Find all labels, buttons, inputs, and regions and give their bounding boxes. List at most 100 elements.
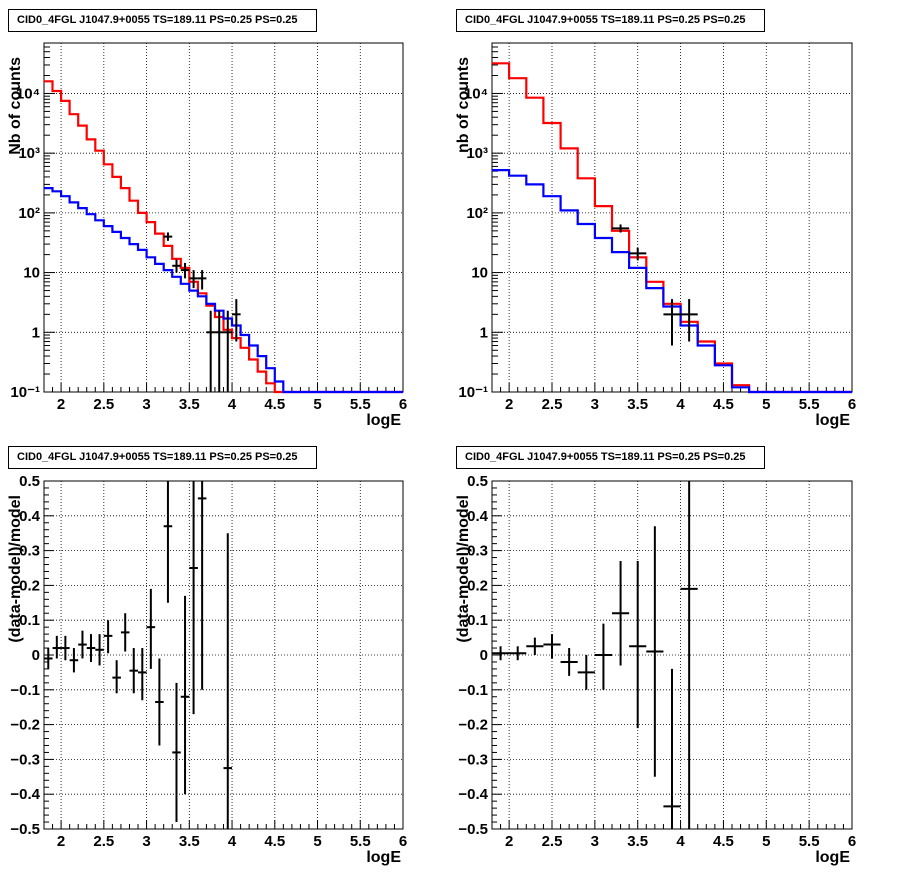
y-tick-label: −0.3 (10, 751, 40, 768)
data-point (120, 613, 130, 652)
axis-ticks (491, 480, 853, 830)
y-tick-label: 10³ (18, 145, 40, 162)
x-tick-label: 6 (848, 396, 856, 413)
x-tick-label: 5.5 (350, 833, 371, 850)
data-point (509, 646, 527, 661)
data-point (138, 648, 147, 701)
plot-frame (43, 42, 404, 393)
data-point (663, 299, 681, 346)
grid-lines (492, 43, 852, 392)
x-tick-label: 5 (762, 396, 770, 413)
x-tick-label: 3.5 (627, 833, 648, 850)
y-axis-label: (data-model)/model (7, 495, 24, 643)
y-tick-label: 0 (32, 647, 40, 664)
y-tick-label: 0.2 (467, 577, 488, 594)
data-point (52, 635, 62, 659)
data-point (223, 533, 233, 829)
data-point (172, 259, 181, 273)
x-tick-label: 5 (313, 396, 321, 413)
data-point (560, 648, 578, 676)
data-point (86, 634, 96, 662)
data-point (492, 646, 510, 661)
x-tick-label: 5.5 (799, 833, 820, 850)
data-point (223, 310, 233, 392)
y-tick-label: 0.3 (19, 543, 40, 560)
y-tick-label: 0.5 (467, 473, 488, 490)
data-point (44, 648, 53, 669)
y-tick-label: 10 (471, 265, 488, 282)
x-tick-label: 2.5 (542, 833, 563, 850)
x-tick-label: 4.5 (264, 833, 285, 850)
y-tick-label: 0.1 (467, 612, 488, 629)
y-tick-label: 0.3 (467, 543, 488, 560)
x-axis-label: logE (815, 412, 850, 429)
x-axis-label: logE (366, 849, 401, 866)
x-tick-label: 5 (313, 833, 321, 850)
data-point (612, 224, 630, 233)
data-point (146, 588, 156, 669)
chart-panel-4: 2 2.5 3 3.5 4 4.5 5 5.5 6 −0.5 −0.4 −0.3 −0.2 −0.1 0 0.… (455, 473, 856, 866)
data-point (197, 481, 207, 690)
y-tick-label: 10⁴ (464, 85, 488, 102)
y-tick-label: 10⁴ (16, 85, 40, 102)
data-point (112, 660, 121, 694)
x-tick-label: 4 (228, 833, 237, 850)
y-tick-label: 10⁻¹ (10, 384, 40, 401)
x-tick-label: 5.5 (799, 396, 820, 413)
data-point (629, 561, 647, 729)
x-tick-label: 2.5 (542, 396, 563, 413)
data-point (629, 247, 647, 261)
data-point (95, 634, 104, 666)
x-tick-label: 3.5 (627, 396, 648, 413)
y-axis-label: nb of counts (455, 57, 472, 153)
data-point (189, 270, 198, 289)
y-tick-label: −0.5 (10, 821, 40, 838)
chart-panel-1: 2 2.5 3 3.5 4 4.5 5 5.5 6 10⁻¹ 1 10 10² 10³ 10⁴ logE Nb … (7, 42, 407, 429)
data-point (180, 262, 190, 279)
x-tick-label: 3 (591, 833, 599, 850)
data-point (129, 648, 139, 694)
x-tick-label: 3.5 (179, 396, 200, 413)
data-point (680, 481, 698, 829)
y-tick-label: 0 (480, 647, 488, 664)
x-tick-label: 3 (142, 396, 150, 413)
x-tick-label: 6 (399, 396, 407, 413)
x-tick-label: 5.5 (350, 396, 371, 413)
data-point (612, 561, 630, 666)
y-axis-label: Nb of counts (7, 57, 24, 155)
data-point (78, 630, 87, 659)
x-tick-label: 2 (57, 396, 65, 413)
y-tick-label: 0.5 (19, 473, 40, 490)
x-tick-label: 4.5 (713, 833, 734, 850)
chart-title: CID0_4FGL J1047.9+0055 TS=189.11 PS=0.25… (8, 446, 317, 469)
chart-panel-2: 2 2.5 3 3.5 4 4.5 5 5.5 6 10⁻¹ 1 10 10² 10³ 10⁴ logE nb … (455, 42, 856, 429)
y-tick-label: −0.3 (458, 751, 488, 768)
y-tick-label: 10 (23, 265, 40, 282)
plot-frame (43, 480, 404, 830)
x-tick-label: 2 (57, 833, 65, 850)
data-point (594, 623, 612, 690)
data-point (189, 481, 198, 715)
x-axis-label: logE (815, 849, 850, 866)
chart-title: CID0_4FGL J1047.9+0055 TS=189.11 PS=0.25… (456, 446, 765, 469)
y-tick-label: −0.2 (458, 717, 488, 734)
y-tick-label: −0.4 (10, 786, 40, 803)
x-tick-label: 4.5 (713, 396, 734, 413)
grid-lines (44, 481, 403, 829)
y-tick-label: 0.2 (19, 577, 40, 594)
x-tick-label: 4 (228, 396, 237, 413)
data-point (163, 481, 173, 603)
y-tick-label: −0.2 (10, 717, 40, 734)
chart-title: CID0_4FGL J1047.9+0055 TS=189.11 PS=0.25… (456, 9, 765, 32)
y-tick-label: −0.5 (458, 821, 488, 838)
data-point (577, 655, 595, 690)
data-point (180, 595, 190, 795)
y-tick-label: −0.1 (10, 682, 40, 699)
x-tick-label: 4 (676, 396, 685, 413)
data-point (206, 310, 215, 392)
x-tick-label: 2.5 (93, 833, 114, 850)
x-tick-label: 3 (142, 833, 150, 850)
data-point (163, 232, 173, 241)
data-point (663, 668, 681, 829)
